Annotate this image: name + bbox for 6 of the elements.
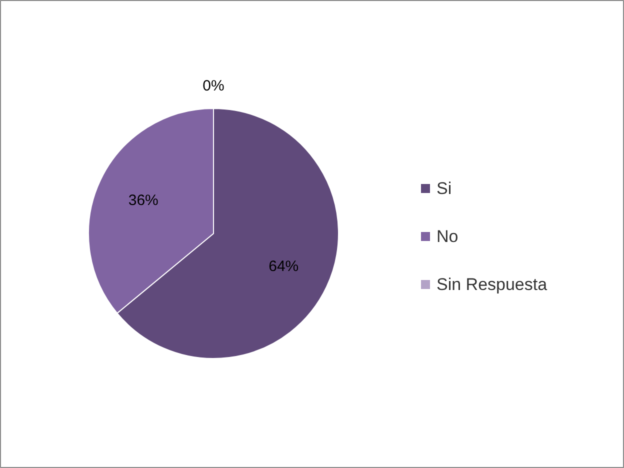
text: 0%: [202, 78, 224, 94]
data-label: 36%: [128, 192, 158, 209]
legend-label: Si: [436, 179, 452, 198]
legend-label: Sin Respuesta: [436, 275, 548, 294]
legend-label: No: [436, 227, 458, 246]
data-label: 64%: [268, 258, 299, 275]
